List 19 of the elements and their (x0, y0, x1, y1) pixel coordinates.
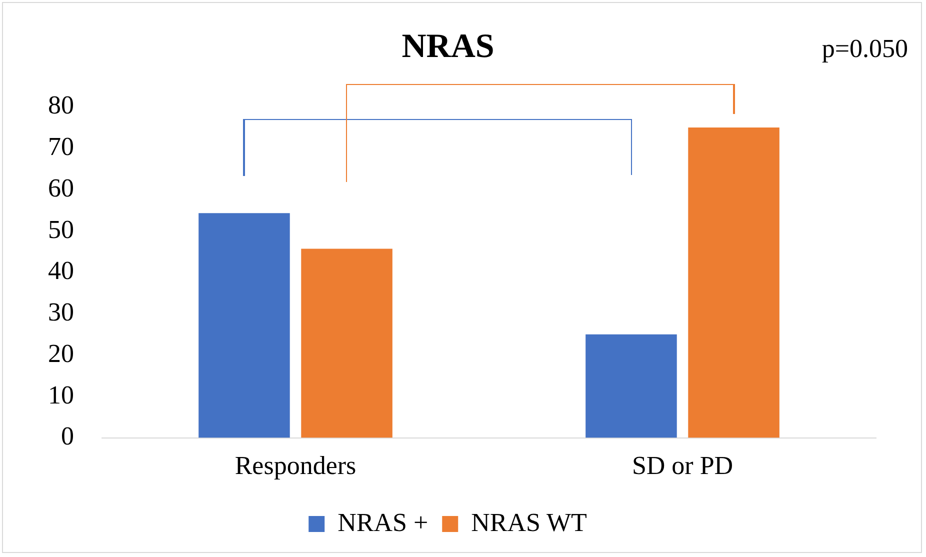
y-tick-label: 70 (48, 132, 74, 162)
x-tick-label: SD or PD (632, 451, 734, 480)
legend-label: NRAS WT (471, 508, 588, 537)
y-tick-label: 80 (48, 90, 74, 120)
y-tick-label: 0 (61, 422, 74, 451)
y-tick-label: 20 (48, 338, 74, 368)
y-tick-label: 50 (48, 214, 74, 244)
y-tick-label: 10 (48, 380, 74, 410)
chart-title: NRAS (402, 28, 494, 66)
y-tick-label: 30 (48, 298, 74, 327)
legend-label: NRAS + (338, 508, 428, 537)
bar (198, 213, 290, 438)
x-tick-label: Responders (234, 451, 356, 480)
text: p=0.050 (822, 34, 908, 63)
bar (586, 334, 677, 438)
bar (688, 127, 780, 438)
bar (301, 248, 392, 438)
y-tick-label: 60 (48, 173, 74, 202)
y-tick-label: 40 (48, 256, 74, 286)
